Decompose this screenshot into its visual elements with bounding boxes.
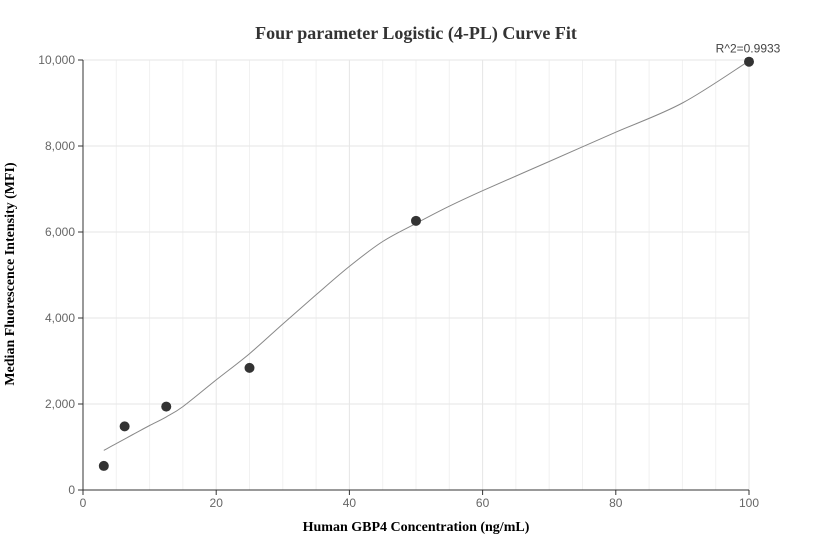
y-tick-label: 10,000 <box>38 53 75 67</box>
axes <box>78 59 750 495</box>
x-tick-label: 60 <box>476 496 490 510</box>
y-axis-title: Median Fluorescence Intensity (MFI) <box>3 162 18 386</box>
data-point <box>161 401 172 412</box>
x-tick-label: 80 <box>609 496 623 510</box>
data-point <box>119 421 130 432</box>
data-point <box>411 215 421 226</box>
data-point <box>244 362 255 373</box>
data-point <box>744 56 754 67</box>
fit-curve <box>103 60 750 451</box>
x-tick-label: 40 <box>343 496 357 510</box>
x-tick-label: 20 <box>210 496 224 510</box>
data-point <box>98 460 109 471</box>
y-tick-label: 8,000 <box>45 139 75 153</box>
x-axis-title: Human GBP4 Concentration (ng/mL) <box>303 520 530 535</box>
chart-title: Four parameter Logistic (4-PL) Curve Fit <box>255 23 577 44</box>
y-tick-label: 2,000 <box>45 397 75 411</box>
data-points <box>98 56 754 471</box>
tick-labels: 0 20 40 60 80 100 0 2,000 4,000 6,000 8,000 10,000 <box>38 53 759 510</box>
y-tick-label: 4,000 <box>45 311 75 325</box>
y-tick-label: 0 <box>68 483 75 497</box>
x-tick-label: 100 <box>739 496 759 510</box>
grid <box>83 59 750 490</box>
x-tick-label: 0 <box>80 496 87 510</box>
r-squared-annotation: R^2=0.9933 <box>716 42 781 56</box>
y-tick-label: 6,000 <box>45 225 75 239</box>
